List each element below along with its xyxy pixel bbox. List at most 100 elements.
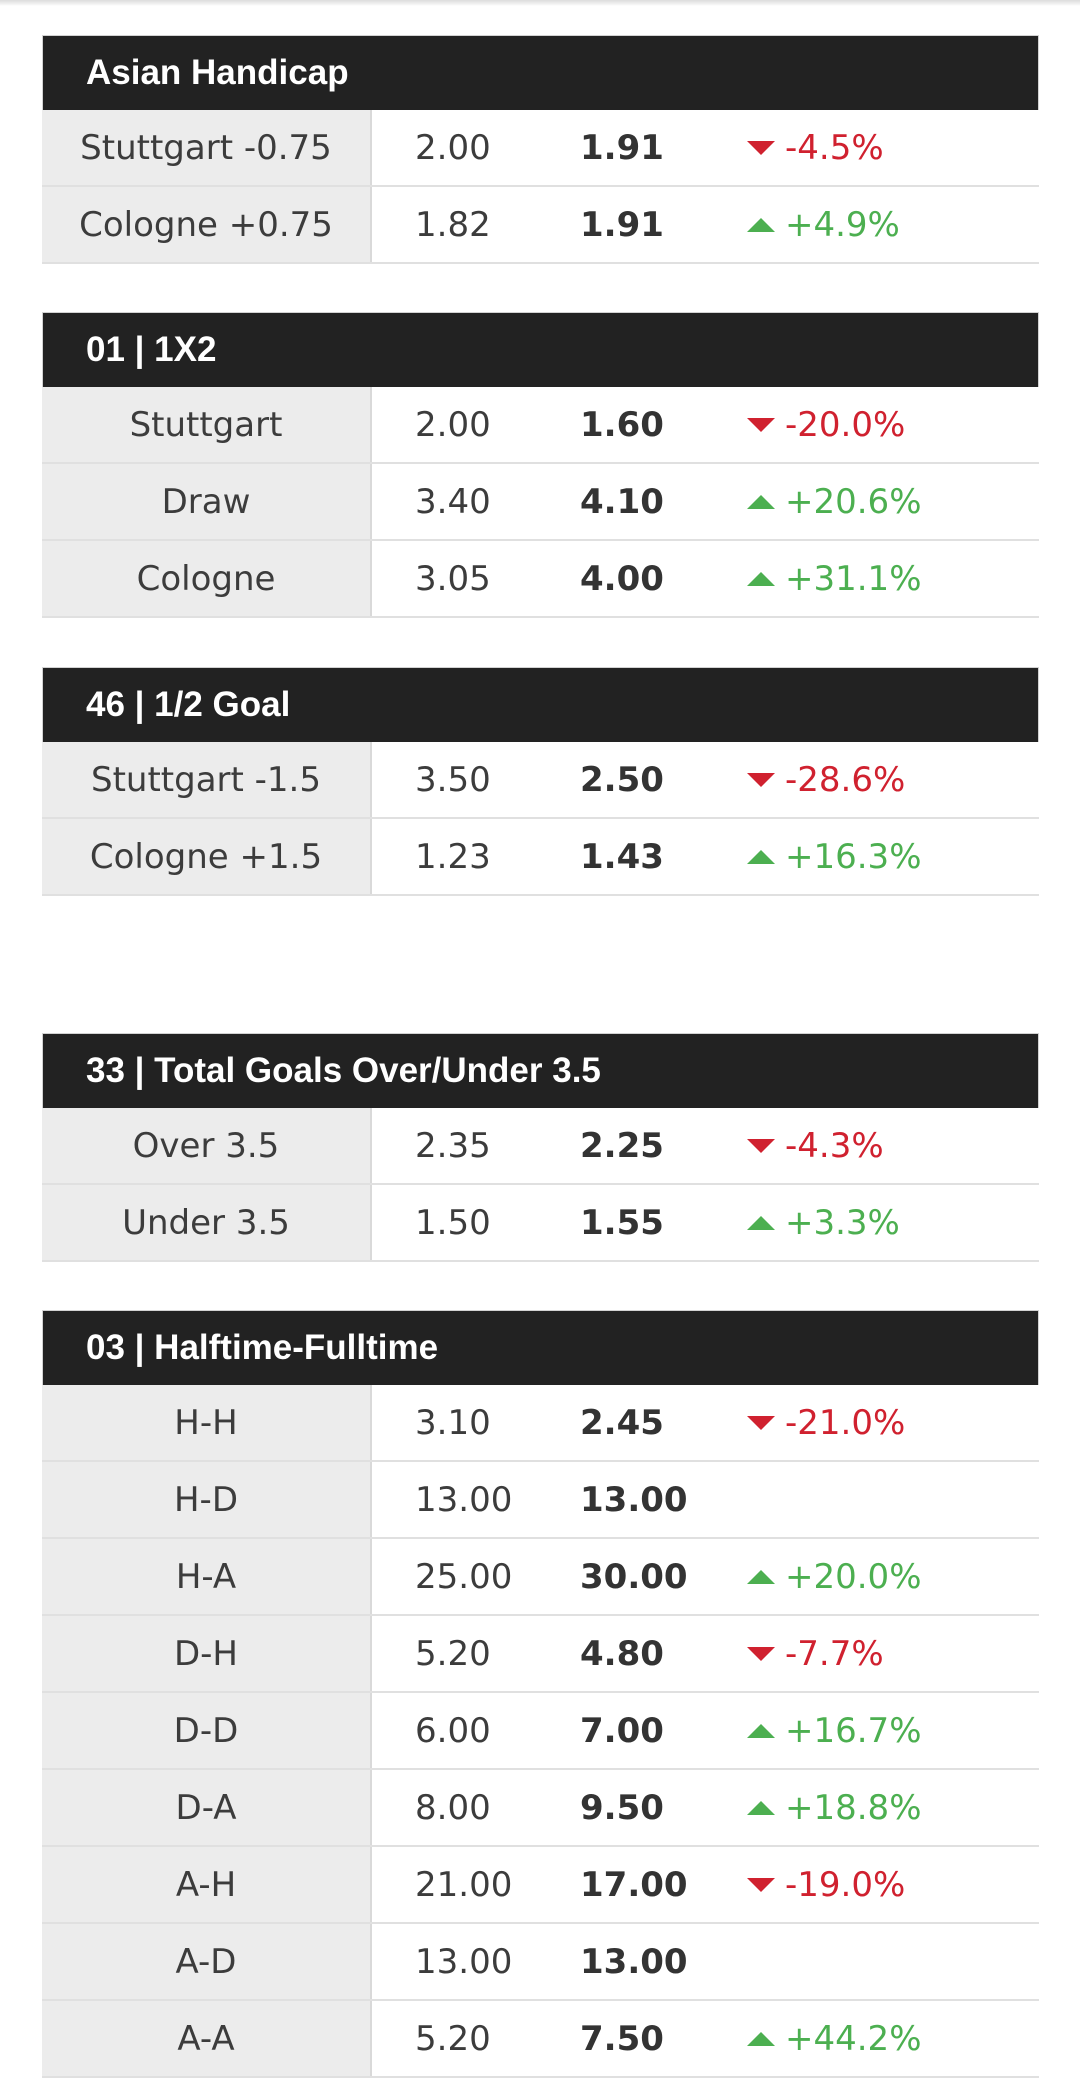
current-odds: 2.50 bbox=[580, 759, 664, 800]
arrow-up-icon bbox=[747, 217, 775, 232]
odds-change: +20.6% bbox=[747, 482, 922, 522]
odds-change: +31.1% bbox=[747, 559, 922, 599]
change-value: +16.3% bbox=[785, 836, 922, 877]
selection-label: Draw bbox=[42, 464, 372, 539]
selection-label: D-A bbox=[42, 1770, 372, 1845]
market-title: 46 | 1/2 Goal bbox=[42, 667, 1039, 742]
change-value: +18.8% bbox=[785, 1787, 922, 1828]
odds-change: +3.3% bbox=[747, 1203, 900, 1243]
top-shadow bbox=[0, 0, 1080, 6]
current-odds: 1.60 bbox=[580, 404, 664, 445]
market-title: 01 | 1X2 bbox=[42, 312, 1039, 387]
opening-odds: 5.20 bbox=[415, 2018, 491, 2059]
current-odds: 7.00 bbox=[580, 1710, 664, 1751]
change-value: -19.0% bbox=[785, 1864, 906, 1905]
change-value: +31.1% bbox=[785, 558, 922, 599]
odds-row[interactable]: Cologne 3.05 4.00 +31.1% bbox=[42, 541, 1039, 618]
selection-label: H-H bbox=[42, 1385, 372, 1460]
change-value: -28.6% bbox=[785, 759, 906, 800]
odds-change: +44.2% bbox=[747, 2019, 922, 2059]
market-title: 33 | Total Goals Over/Under 3.5 bbox=[42, 1033, 1039, 1108]
selection-label: H-D bbox=[42, 1462, 372, 1537]
current-odds: 4.80 bbox=[580, 1633, 664, 1674]
opening-odds: 3.50 bbox=[415, 759, 491, 800]
arrow-up-icon bbox=[747, 849, 775, 864]
odds-row[interactable]: A-A 5.20 7.50 +44.2% bbox=[42, 2001, 1039, 2078]
odds-row[interactable]: Cologne +1.5 1.23 1.43 +16.3% bbox=[42, 819, 1039, 896]
current-odds: 9.50 bbox=[580, 1787, 664, 1828]
odds-change: -4.5% bbox=[747, 128, 884, 168]
current-odds: 17.00 bbox=[580, 1864, 688, 1905]
opening-odds: 6.00 bbox=[415, 1710, 491, 1751]
selection-label: H-A bbox=[42, 1539, 372, 1614]
selection-label: Stuttgart -1.5 bbox=[42, 742, 372, 817]
odds-row[interactable]: A-H 21.00 17.00 -19.0% bbox=[42, 1847, 1039, 1924]
selection-label: A-H bbox=[42, 1847, 372, 1922]
arrow-up-icon bbox=[747, 2031, 775, 2046]
odds-row[interactable]: D-D 6.00 7.00 +16.7% bbox=[42, 1693, 1039, 1770]
change-value: +20.0% bbox=[785, 1556, 922, 1597]
odds-row[interactable]: Over 3.5 2.35 2.25 -4.3% bbox=[42, 1108, 1039, 1185]
odds-row[interactable]: H-D 13.00 13.00 bbox=[42, 1462, 1039, 1539]
arrow-down-icon bbox=[747, 1877, 775, 1892]
change-value: -20.0% bbox=[785, 404, 906, 445]
odds-row[interactable]: D-H 5.20 4.80 -7.7% bbox=[42, 1616, 1039, 1693]
opening-odds: 2.35 bbox=[415, 1125, 491, 1166]
odds-change: -20.0% bbox=[747, 405, 905, 445]
arrow-down-icon bbox=[747, 140, 775, 155]
odds-change: +16.7% bbox=[747, 1711, 922, 1751]
odds-row[interactable]: H-A 25.00 30.00 +20.0% bbox=[42, 1539, 1039, 1616]
opening-odds: 2.00 bbox=[415, 127, 491, 168]
market-title: 03 | Halftime-Fulltime bbox=[42, 1310, 1039, 1385]
selection-label: A-A bbox=[42, 2001, 372, 2076]
change-value: -21.0% bbox=[785, 1402, 906, 1443]
arrow-down-icon bbox=[747, 1646, 775, 1661]
opening-odds: 3.10 bbox=[415, 1402, 491, 1443]
market-half-goal: 46 | 1/2 Goal Stuttgart -1.5 3.50 2.50 -… bbox=[42, 667, 1039, 896]
market-title: Asian Handicap bbox=[42, 35, 1039, 110]
current-odds: 30.00 bbox=[580, 1556, 688, 1597]
arrow-up-icon bbox=[747, 494, 775, 509]
change-value: +3.3% bbox=[785, 1202, 900, 1243]
odds-row[interactable]: D-A 8.00 9.50 +18.8% bbox=[42, 1770, 1039, 1847]
arrow-up-icon bbox=[747, 1569, 775, 1584]
selection-label: Stuttgart -0.75 bbox=[42, 110, 372, 185]
current-odds: 1.43 bbox=[580, 836, 664, 877]
opening-odds: 3.05 bbox=[415, 558, 491, 599]
odds-row[interactable]: A-D 13.00 13.00 bbox=[42, 1924, 1039, 2001]
change-value: +4.9% bbox=[785, 204, 900, 245]
opening-odds: 21.00 bbox=[415, 1864, 513, 1905]
opening-odds: 3.40 bbox=[415, 481, 491, 522]
opening-odds: 25.00 bbox=[415, 1556, 513, 1597]
odds-change: -19.0% bbox=[747, 1865, 905, 1905]
selection-label: A-D bbox=[42, 1924, 372, 1999]
market-halftime-fulltime: 03 | Halftime-Fulltime H-H 3.10 2.45 -21… bbox=[42, 1310, 1039, 2078]
odds-row[interactable]: Stuttgart 2.00 1.60 -20.0% bbox=[42, 387, 1039, 464]
arrow-up-icon bbox=[747, 571, 775, 586]
opening-odds: 5.20 bbox=[415, 1633, 491, 1674]
change-value: +44.2% bbox=[785, 2018, 922, 2059]
odds-change: +18.8% bbox=[747, 1788, 922, 1828]
change-value: -7.7% bbox=[785, 1633, 884, 1674]
odds-row[interactable]: H-H 3.10 2.45 -21.0% bbox=[42, 1385, 1039, 1462]
current-odds: 4.10 bbox=[580, 481, 664, 522]
selection-label: Over 3.5 bbox=[42, 1108, 372, 1183]
current-odds: 2.45 bbox=[580, 1402, 664, 1443]
selection-label: Stuttgart bbox=[42, 387, 372, 462]
odds-row[interactable]: Stuttgart -1.5 3.50 2.50 -28.6% bbox=[42, 742, 1039, 819]
odds-change: -4.3% bbox=[747, 1126, 884, 1166]
arrow-down-icon bbox=[747, 1138, 775, 1153]
current-odds: 7.50 bbox=[580, 2018, 664, 2059]
change-value: -4.5% bbox=[785, 127, 884, 168]
odds-row[interactable]: Draw 3.40 4.10 +20.6% bbox=[42, 464, 1039, 541]
change-value: +16.7% bbox=[785, 1710, 922, 1751]
market-1x2: 01 | 1X2 Stuttgart 2.00 1.60 -20.0% Draw… bbox=[42, 312, 1039, 618]
odds-row[interactable]: Under 3.5 1.50 1.55 +3.3% bbox=[42, 1185, 1039, 1262]
arrow-up-icon bbox=[747, 1215, 775, 1230]
opening-odds: 8.00 bbox=[415, 1787, 491, 1828]
selection-label: D-H bbox=[42, 1616, 372, 1691]
arrow-down-icon bbox=[747, 772, 775, 787]
odds-row[interactable]: Cologne +0.75 1.82 1.91 +4.9% bbox=[42, 187, 1039, 264]
opening-odds: 1.82 bbox=[415, 204, 491, 245]
odds-row[interactable]: Stuttgart -0.75 2.00 1.91 -4.5% bbox=[42, 110, 1039, 187]
